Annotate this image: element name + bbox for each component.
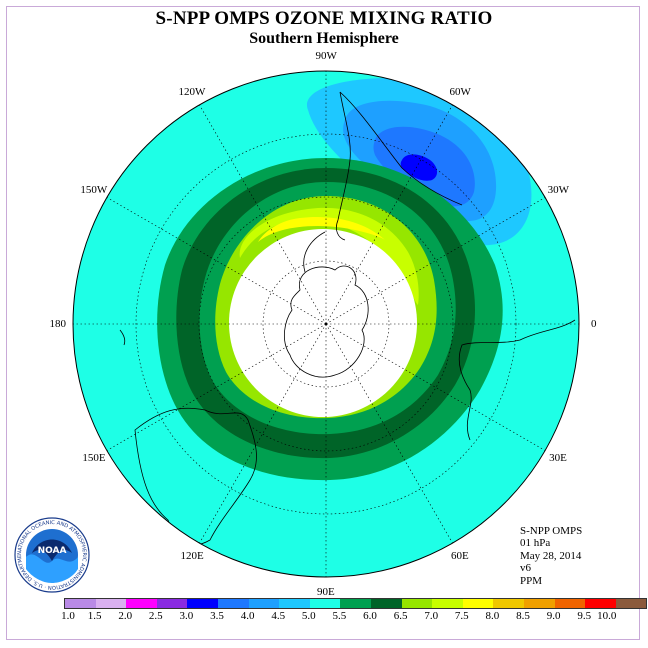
longitude-label: 60W <box>449 85 471 98</box>
longitude-label: 90W <box>315 50 337 62</box>
ozone-contour-7.5 <box>258 216 385 242</box>
colorbar-swatch <box>187 599 218 608</box>
colorbar-tick-label: 5.0 <box>301 610 316 622</box>
longitude-label: 120E <box>180 550 204 563</box>
colorbar <box>64 598 648 609</box>
coastlines <box>119 91 576 546</box>
longitude-label: 180 <box>49 318 67 330</box>
longitude-label: 0 <box>591 318 597 330</box>
colorbar-tick-label: 1.0 <box>61 610 75 622</box>
colorbar-swatch <box>493 599 524 608</box>
longitude-label: 30W <box>547 184 569 196</box>
colorbar-tick-label: 2.0 <box>118 610 133 622</box>
colorbar-tick-label: 8.5 <box>516 610 530 622</box>
info-level: 01 hPa <box>520 537 551 550</box>
colorbar-tick-label: 4.0 <box>240 610 255 622</box>
longitude-label: 150E <box>82 452 106 464</box>
longitude-label: 150W <box>80 184 108 196</box>
colorbar-swatch <box>585 599 616 608</box>
colorbar-swatch <box>248 599 280 608</box>
info-date: May 28, 2014 <box>520 549 582 562</box>
colorbar-tick-label: 10.0 <box>597 610 617 622</box>
colorbar-tick-label: 8.0 <box>485 610 500 622</box>
colorbar-swatch <box>370 599 402 608</box>
africa-coastline <box>458 319 576 441</box>
colorbar-swatch <box>126 599 157 608</box>
figure-frame <box>6 6 640 640</box>
colorbar-tick-label: 6.5 <box>393 610 408 622</box>
south-america-coastline <box>336 91 463 241</box>
longitude-label: 120W <box>178 85 206 98</box>
map-info: S-NPP OMPS 01 hPa May 28, 2014 v6 PPM <box>520 525 582 587</box>
colorbar-tick-label: 3.0 <box>179 610 194 622</box>
colorbar-swatch <box>65 599 96 608</box>
colorbar-tick-label: 9.5 <box>577 610 592 622</box>
colorbar-tick-label: 7.0 <box>424 610 439 622</box>
colorbar-swatch <box>156 599 188 608</box>
colorbar-tick-label: 2.5 <box>148 610 163 622</box>
colorbar-swatch <box>554 599 586 608</box>
colorbar-swatch <box>217 599 249 608</box>
colorbar-tick-label: 7.5 <box>454 610 469 622</box>
antarctic-peninsula <box>303 231 326 273</box>
south-pole-marker <box>324 322 328 326</box>
info-instrument: S-NPP OMPS <box>520 525 583 537</box>
longitude-label: 90E <box>317 586 335 598</box>
map-boundary <box>72 70 580 578</box>
colorbar-swatch <box>340 599 371 608</box>
noaa-logo-wordmark: NOAA <box>38 546 67 556</box>
colorbar-swatch <box>401 599 433 608</box>
info-version: v6 <box>520 562 531 575</box>
colorbar-tick-label: 6.0 <box>363 610 377 622</box>
colorbar-tick-label: 5.5 <box>332 610 347 622</box>
colorbar-swatch <box>279 599 310 608</box>
graticule <box>135 133 517 515</box>
colorbar-tick-label: 3.5 <box>210 610 224 622</box>
info-units: PPM <box>520 574 543 587</box>
colorbar-swatch <box>95 599 127 608</box>
antarctica-coastline <box>283 265 369 378</box>
polar-night-region <box>229 229 417 417</box>
ozone-contour-3.0 <box>400 154 438 181</box>
colorbar-swatch <box>309 599 341 608</box>
map-subtitle: Southern Hemisphere <box>249 30 399 47</box>
map-title: S-NPP OMPS OZONE MIXING RATIO <box>155 8 493 29</box>
longitude-label: 30E <box>549 452 567 464</box>
new-zealand-coastline <box>119 329 126 346</box>
colorbar-swatch <box>432 599 463 608</box>
colorbar-tick-label: 9.0 <box>546 610 561 622</box>
colorbar-swatch <box>523 599 555 608</box>
colorbar-swatch <box>615 599 647 608</box>
longitude-label: 60E <box>451 550 469 563</box>
noaa-logo: NATIONAL OCEANIC AND ATMOSPHERIC ADMINIS… <box>14 517 90 593</box>
colorbar-swatch <box>462 599 494 608</box>
australia-coastline <box>134 407 257 546</box>
colorbar-tick-label: 1.5 <box>87 610 102 622</box>
colorbar-tick-label: 4.5 <box>271 610 286 622</box>
